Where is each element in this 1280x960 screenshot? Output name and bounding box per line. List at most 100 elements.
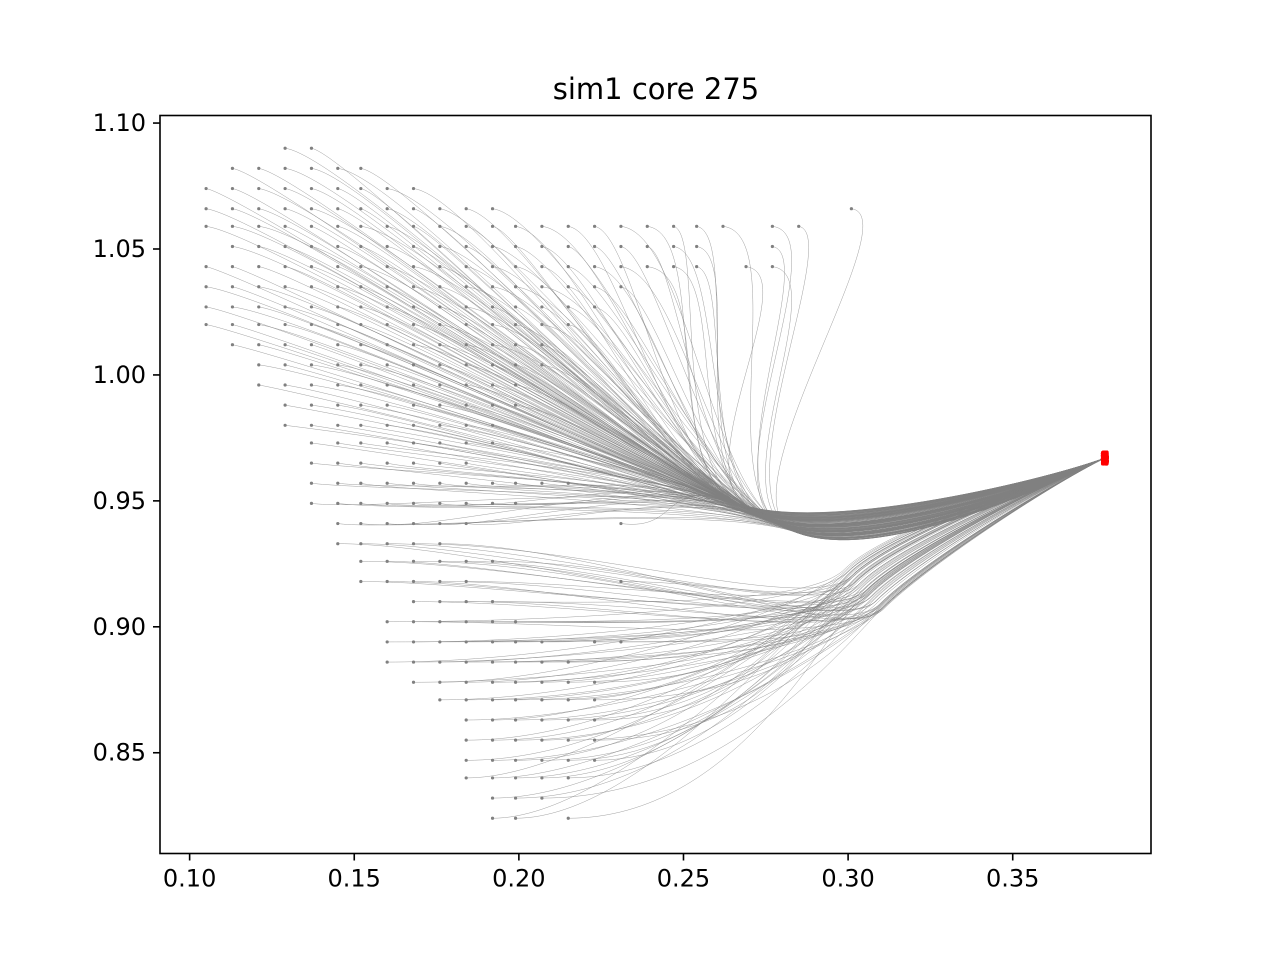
start-point bbox=[490, 620, 495, 624]
trajectory-line bbox=[413, 208, 1106, 530]
start-point bbox=[336, 207, 340, 211]
start-point bbox=[385, 403, 389, 407]
start-point bbox=[359, 285, 363, 289]
trajectory-line bbox=[757, 226, 1106, 534]
start-point bbox=[695, 265, 699, 269]
start-point bbox=[797, 224, 801, 228]
start-point bbox=[770, 265, 774, 269]
trajectory-line bbox=[492, 457, 1106, 721]
start-point bbox=[359, 579, 363, 584]
start-point bbox=[204, 186, 208, 191]
start-point bbox=[230, 224, 235, 228]
start-point bbox=[283, 285, 287, 289]
start-point bbox=[490, 600, 495, 604]
start-point bbox=[438, 441, 442, 445]
start-point bbox=[359, 441, 363, 445]
start-point bbox=[490, 285, 495, 289]
start-point bbox=[744, 265, 748, 269]
start-point bbox=[385, 660, 389, 664]
start-point bbox=[438, 461, 442, 465]
start-point bbox=[513, 265, 518, 269]
start-point bbox=[385, 441, 389, 445]
start-point bbox=[464, 363, 468, 367]
start-point bbox=[411, 186, 416, 191]
start-point bbox=[257, 207, 261, 211]
trajectory-line bbox=[439, 457, 1106, 623]
start-point bbox=[464, 640, 468, 644]
start-point bbox=[411, 481, 416, 485]
start-point bbox=[464, 383, 468, 387]
start-point bbox=[438, 383, 442, 387]
start-point bbox=[359, 343, 363, 347]
start-point bbox=[540, 265, 544, 269]
start-point bbox=[540, 660, 544, 664]
start-point bbox=[309, 383, 314, 387]
x-tick-label: 0.25 bbox=[657, 865, 710, 893]
y-tick-label: 1.05 bbox=[93, 235, 146, 263]
start-point bbox=[513, 620, 518, 624]
start-point bbox=[385, 620, 389, 624]
start-point bbox=[283, 322, 287, 327]
start-point bbox=[464, 698, 468, 702]
start-point bbox=[385, 640, 389, 644]
start-point bbox=[411, 542, 416, 546]
start-point bbox=[490, 423, 495, 427]
start-point bbox=[438, 521, 442, 526]
trajectory-line bbox=[439, 266, 1106, 521]
y-tick-label: 0.90 bbox=[93, 613, 146, 641]
start-point bbox=[257, 265, 261, 269]
start-point bbox=[336, 403, 340, 407]
start-point bbox=[385, 224, 389, 228]
start-point bbox=[619, 285, 623, 289]
trajectory-line bbox=[620, 457, 1106, 643]
start-point bbox=[464, 501, 468, 505]
start-point bbox=[411, 620, 416, 624]
start-point bbox=[592, 285, 597, 289]
start-point bbox=[359, 265, 363, 269]
start-point bbox=[411, 640, 416, 644]
start-point bbox=[411, 441, 416, 445]
start-point bbox=[513, 501, 518, 505]
start-point bbox=[336, 461, 340, 465]
x-tick-label: 0.10 bbox=[163, 865, 216, 893]
start-point bbox=[438, 660, 442, 664]
start-point bbox=[490, 224, 495, 228]
start-point bbox=[540, 322, 544, 327]
start-point bbox=[592, 224, 597, 228]
start-point bbox=[566, 481, 570, 485]
start-point bbox=[385, 579, 389, 584]
start-point bbox=[490, 363, 495, 367]
trajectory-line bbox=[620, 457, 1105, 596]
start-point bbox=[592, 244, 597, 249]
start-point bbox=[359, 305, 363, 309]
y-tick-label: 1.10 bbox=[93, 109, 146, 137]
start-point bbox=[309, 441, 314, 445]
start-point bbox=[385, 207, 389, 211]
start-point bbox=[309, 423, 314, 427]
start-point bbox=[438, 403, 442, 407]
start-point bbox=[464, 620, 468, 624]
start-point bbox=[309, 146, 314, 150]
start-point bbox=[490, 207, 495, 211]
start-point bbox=[592, 680, 597, 684]
start-point bbox=[257, 244, 261, 249]
start-point bbox=[438, 542, 442, 546]
start-point bbox=[204, 224, 208, 228]
start-point bbox=[438, 501, 442, 505]
trajectory-line bbox=[594, 457, 1106, 643]
trajectory-line bbox=[757, 246, 1106, 536]
start-point bbox=[283, 305, 287, 309]
trajectory-line bbox=[647, 226, 1105, 514]
start-point bbox=[770, 224, 774, 228]
start-point bbox=[513, 363, 518, 367]
y-tick-label: 0.95 bbox=[93, 487, 146, 515]
start-point bbox=[566, 738, 570, 742]
start-point bbox=[385, 186, 389, 191]
start-point bbox=[257, 363, 261, 367]
start-point bbox=[540, 343, 544, 347]
start-point bbox=[204, 305, 208, 309]
start-point bbox=[283, 166, 287, 170]
start-point bbox=[411, 305, 416, 309]
start-point bbox=[490, 441, 495, 445]
trajectory-line bbox=[466, 457, 1106, 701]
